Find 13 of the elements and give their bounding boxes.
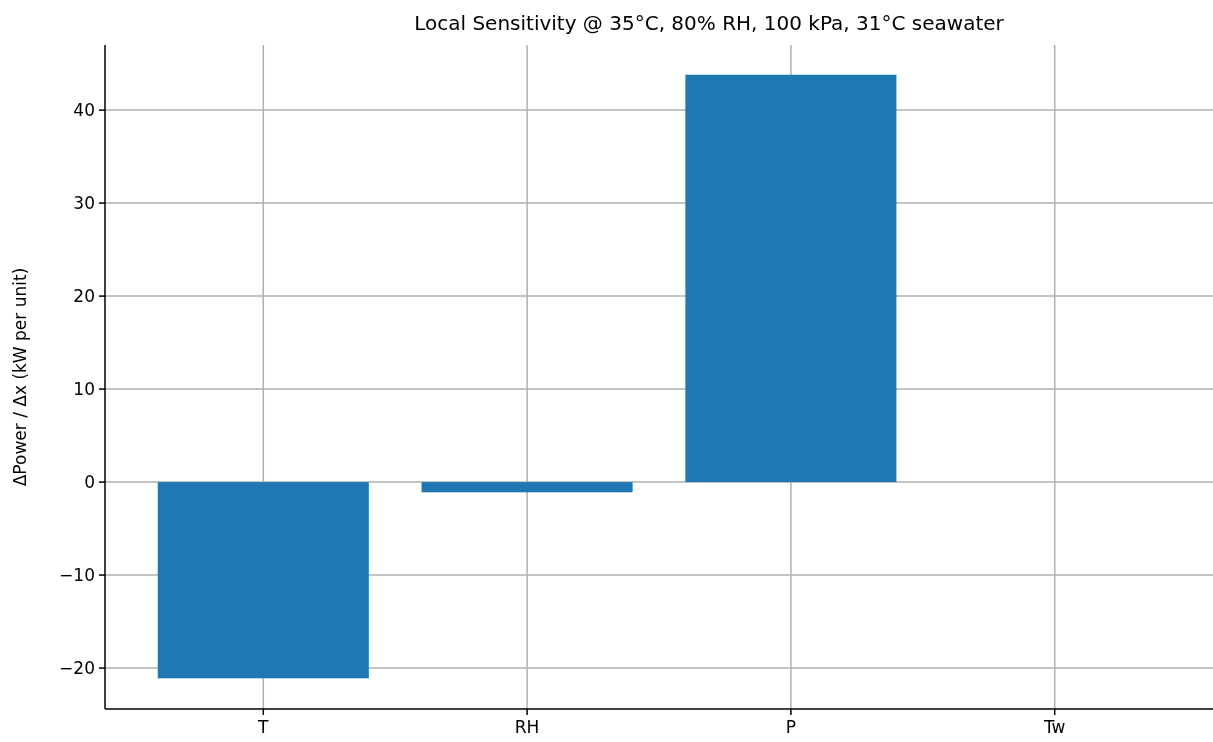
y-tick-label: 10 — [73, 379, 95, 400]
y-tick-label: 40 — [73, 100, 95, 121]
y-tick-label: −20 — [59, 658, 95, 679]
y-tick-label: −10 — [59, 565, 95, 586]
y-axis-title: ΔPower / Δx (kW per unit) — [10, 267, 30, 487]
x-tick-label: Tw — [1042, 717, 1066, 737]
x-tick-label: RH — [514, 717, 540, 737]
y-tick-label: 0 — [84, 472, 95, 493]
x-tick-label: T — [257, 717, 270, 737]
x-tick-label: P — [785, 717, 797, 737]
chart-title: Local Sensitivity @ 35°C, 80% RH, 100 kPa, 31°C seawater — [414, 11, 1005, 35]
y-tick-label: 30 — [73, 193, 95, 214]
y-tick-label: 20 — [73, 286, 95, 307]
